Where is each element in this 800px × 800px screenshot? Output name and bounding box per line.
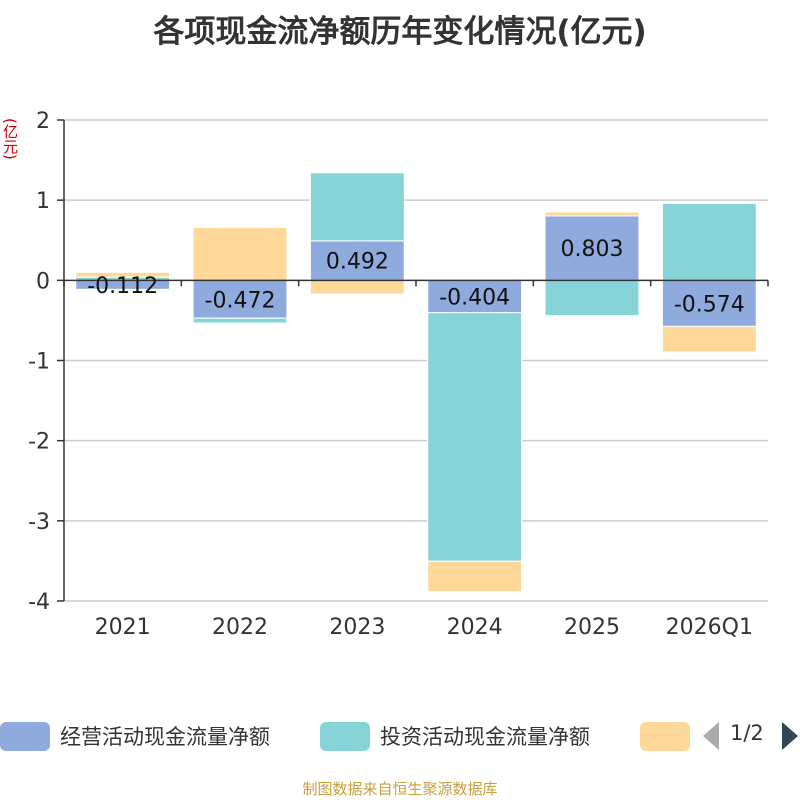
x-tick-label: 2022 [212, 615, 268, 640]
data-label: 0.492 [326, 250, 389, 275]
x-tick-label: 2026Q1 [666, 615, 753, 640]
x-tick-label: 2024 [447, 615, 503, 640]
y-tick-label: -4 [28, 590, 50, 615]
bar-segment-series-2 [192, 317, 288, 324]
legend-pager: 1/2 [700, 716, 800, 756]
chart-title: 各项现金流净额历年变化情况(亿元) [153, 14, 647, 50]
y-tick-label: -3 [28, 510, 50, 535]
bar-segment-series-3 [75, 271, 171, 278]
bar-segment-series-3 [309, 279, 405, 295]
y-tick-label: -2 [28, 430, 50, 455]
bar-segment-series-1 [661, 279, 757, 327]
legend-label-operating: 经营活动现金流量净额 [60, 725, 270, 749]
data-label: -0.472 [205, 288, 276, 313]
bar-segment-series-3 [661, 325, 757, 353]
source-note: 制图数据来自恒生聚源数据库 [302, 780, 498, 798]
y-tick-label: 1 [36, 189, 50, 214]
bar-segment-series-3 [544, 211, 640, 217]
data-label: -0.574 [674, 292, 745, 317]
legend-item-investing[interactable]: 投资活动现金流量净额 [320, 716, 590, 756]
bar-segment-series-3 [427, 560, 523, 593]
y-tick-label: 0 [36, 269, 50, 294]
x-tick-label: 2023 [329, 615, 385, 640]
legend: 经营活动现金流量净额 投资活动现金流量净额 [0, 716, 800, 756]
bar-segment-series-1 [427, 279, 523, 314]
legend-label-investing: 投资活动现金流量净额 [380, 725, 590, 749]
y-axis-unit-label: (亿元) [1, 118, 19, 160]
bar-segment-series-2 [661, 202, 757, 281]
stacked-bar-chart: 2 1 0 -1 -2 -3 -4 2021 2022 2023 2024 2025 2026Q1 -0.… [28, 109, 769, 640]
bar-segment-series-2 [427, 312, 523, 562]
bar-segment-series-2 [544, 279, 640, 317]
legend-page-indicator: 1/2 [730, 721, 764, 745]
bar-segment-series-1 [309, 240, 405, 281]
legend-swatch-operating [0, 721, 50, 751]
x-tick-label: 2021 [95, 615, 151, 640]
bar-segment-series-3 [192, 226, 288, 281]
y-tick-label: 2 [36, 109, 50, 134]
bar-segment-series-1 [192, 279, 288, 319]
legend-swatch-third-series [640, 721, 690, 751]
bar-segment-series-2 [309, 172, 405, 242]
y-tick-label: -1 [28, 350, 50, 375]
legend-item-operating[interactable]: 经营活动现金流量净额 [0, 716, 270, 756]
bar-segment-series-1 [544, 215, 640, 281]
triangle-right-icon[interactable] [782, 722, 798, 750]
data-label: -0.404 [439, 286, 510, 311]
legend-swatch-investing [320, 721, 370, 751]
data-label: 0.803 [561, 237, 624, 262]
data-label: -0.112 [87, 274, 158, 299]
triangle-left-icon[interactable] [703, 722, 719, 750]
x-tick-label: 2025 [564, 615, 620, 640]
legend-item-third-series[interactable] [640, 716, 700, 756]
